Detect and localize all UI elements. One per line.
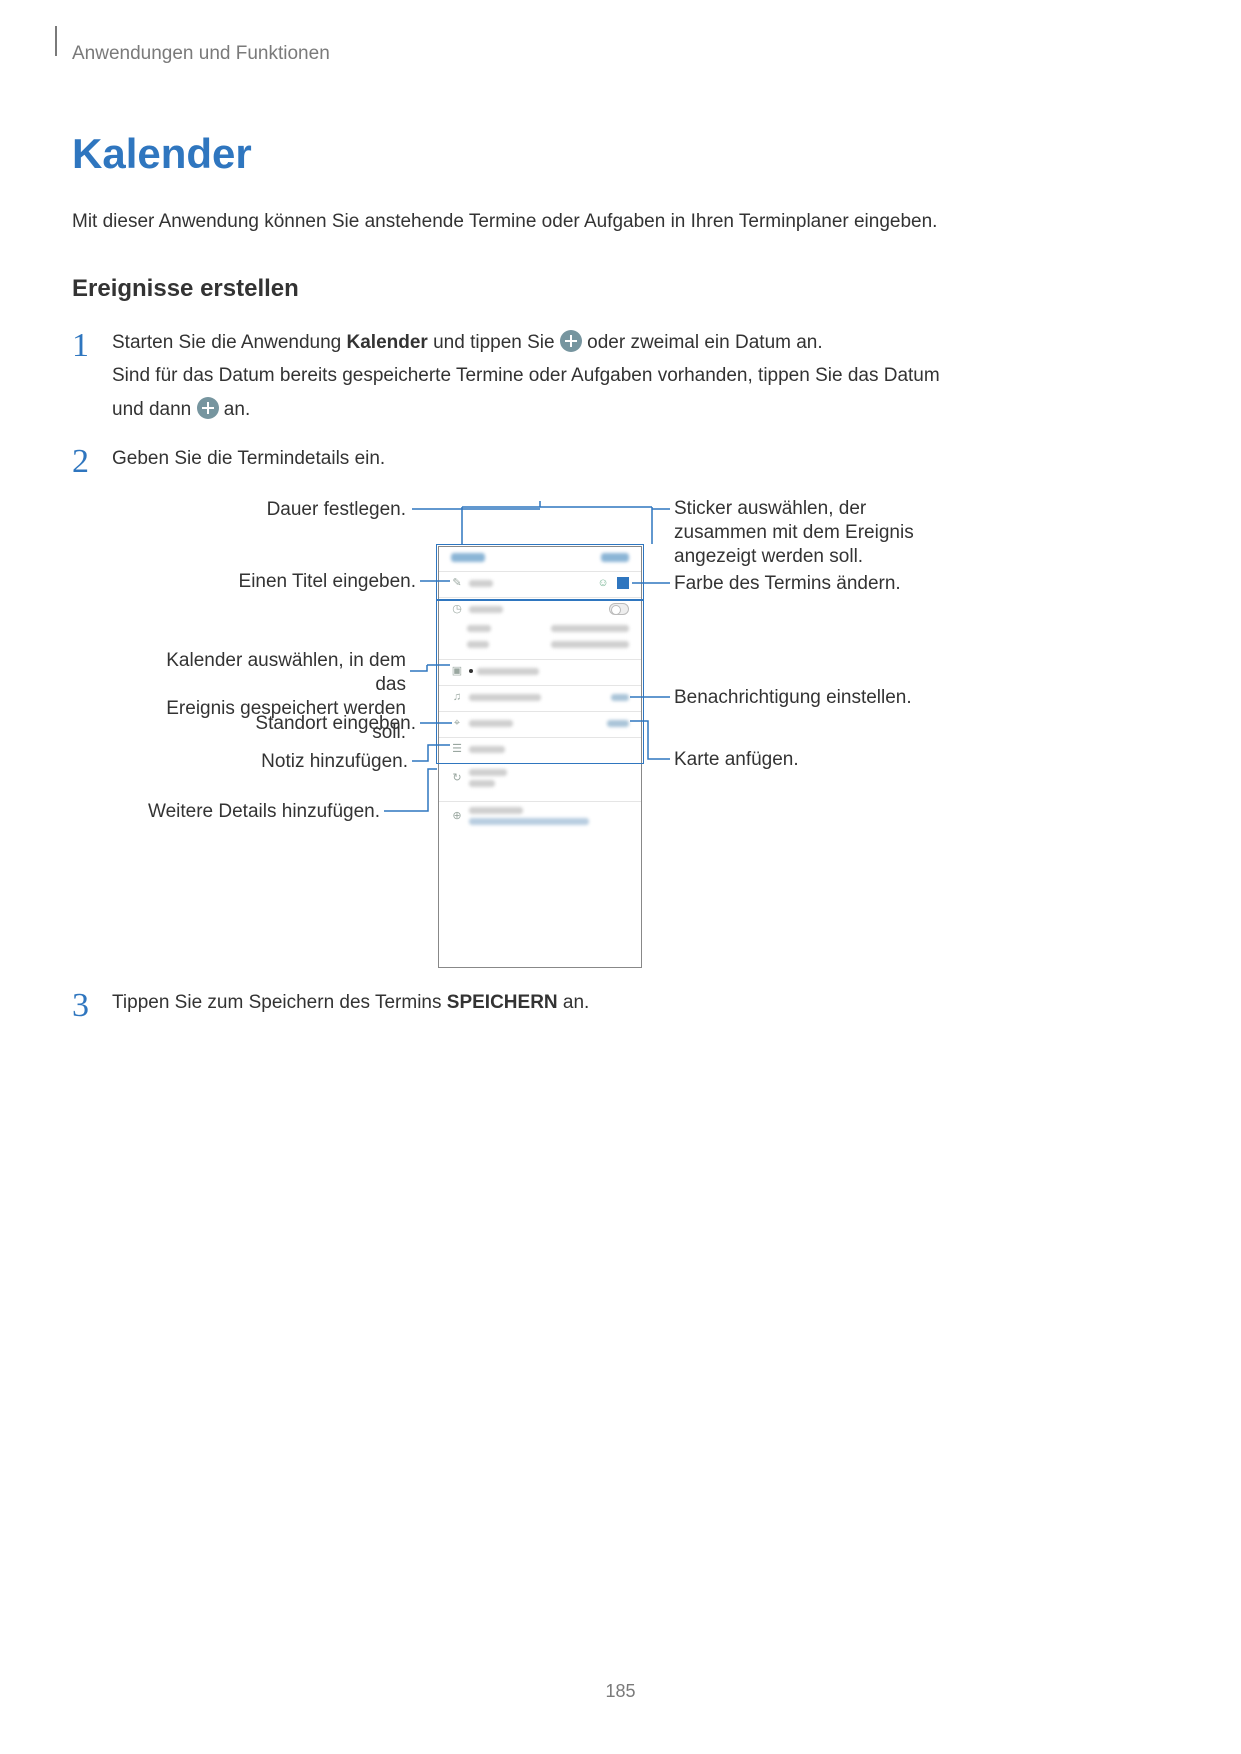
phone-tz-row: ⊕	[439, 807, 641, 825]
text: und dann	[112, 399, 197, 420]
intro-text: Mit dieser Anwendung können Sie anstehen…	[72, 208, 1169, 236]
callout-right-2: Benachrichtigung einstellen.	[674, 686, 924, 710]
annotated-screenshot-diagram: ✎ ☺ ◷	[152, 501, 972, 971]
blur-repeat2	[469, 780, 495, 787]
repeat-icon: ↻	[451, 772, 463, 784]
callout-left-3: Standort eingeben.	[255, 712, 416, 736]
blur-repeat	[469, 769, 507, 776]
blur-tz	[469, 807, 523, 814]
text: an.	[219, 399, 251, 420]
text: an.	[558, 992, 590, 1013]
callout-right-3: Karte anfügen.	[674, 748, 924, 772]
phone-repeat-row: ↻	[439, 769, 641, 787]
callout-left-5: Weitere Details hinzufügen.	[148, 800, 380, 824]
text: und tippen Sie	[428, 332, 560, 353]
subheading: Ereignisse erstellen	[72, 272, 1169, 307]
side-rule	[55, 26, 57, 56]
page-title: Kalender	[72, 124, 1169, 185]
text: Starten Sie die Anwendung	[112, 332, 347, 353]
text: Tippen Sie zum Speichern des Termins	[112, 992, 447, 1013]
outline-box-top	[436, 544, 644, 600]
step1-line2b: und dann an.	[112, 396, 940, 424]
bold-text: Kalender	[347, 332, 428, 353]
breadcrumb: Anwendungen und Funktionen	[72, 40, 1169, 68]
callout-left-0: Dauer festlegen.	[267, 498, 406, 522]
blur-tz2	[469, 818, 589, 825]
step-3: 3 Tippen Sie zum Speichern des Termins S…	[72, 989, 1169, 1023]
text: oder zweimal ein Datum an.	[582, 332, 823, 353]
step-body: Geben Sie die Termindetails ein.	[112, 445, 385, 479]
globe-icon: ⊕	[451, 810, 463, 822]
callout-left-4: Notiz hinzufügen.	[261, 750, 408, 774]
step-number: 3	[72, 989, 98, 1023]
page-number: 185	[0, 1678, 1241, 1704]
step-body: Starten Sie die Anwendung Kalender und t…	[112, 329, 940, 424]
step-body: Tippen Sie zum Speichern des Termins SPE…	[112, 989, 589, 1023]
callout-left-1: Einen Titel eingeben.	[239, 570, 416, 594]
callout-right-0: Sticker auswählen, der zusammen mit dem …	[674, 497, 924, 568]
step1-line2a: Sind für das Datum bereits gespeicherte …	[112, 362, 940, 390]
bold-text: SPEICHERN	[447, 992, 558, 1013]
step3-text: Tippen Sie zum Speichern des Termins SPE…	[112, 989, 589, 1017]
plus-icon	[197, 397, 219, 419]
callout-right-1: Farbe des Termins ändern.	[674, 572, 924, 596]
step1-line1: Starten Sie die Anwendung Kalender und t…	[112, 329, 940, 357]
divider	[439, 801, 641, 802]
step2-text: Geben Sie die Termindetails ein.	[112, 445, 385, 473]
step-1: 1 Starten Sie die Anwendung Kalender und…	[72, 329, 1169, 424]
step-number: 1	[72, 329, 98, 424]
step-number: 2	[72, 445, 98, 479]
step-2: 2 Geben Sie die Termindetails ein.	[72, 445, 1169, 479]
outline-box-bottom	[436, 600, 644, 764]
plus-icon	[560, 330, 582, 352]
